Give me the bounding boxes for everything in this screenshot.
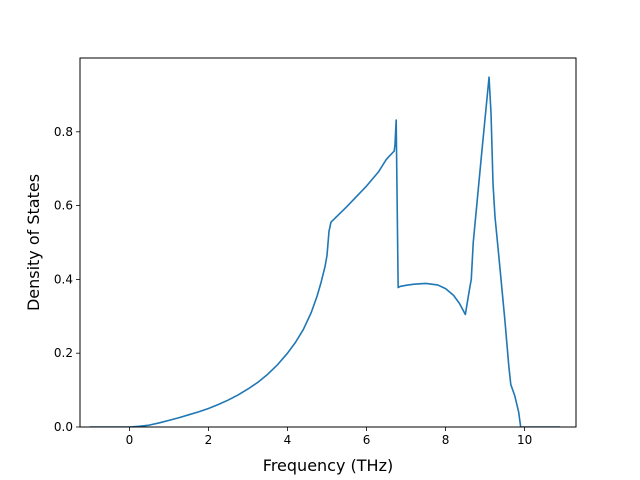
x-tick-label: 8 — [442, 433, 450, 447]
x-tick-label: 10 — [517, 433, 532, 447]
y-tick-label: 0.8 — [54, 125, 73, 139]
y-tick-label: 0.4 — [54, 272, 73, 286]
x-tick-label: 4 — [284, 433, 292, 447]
axes-frame — [79, 57, 577, 428]
x-tick-label: 0 — [126, 433, 134, 447]
y-axis-ticks: 0.0 0.2 0.4 0.6 0.8 — [54, 125, 80, 434]
x-tick-label: 6 — [363, 433, 371, 447]
y-tick-label: 0.6 — [54, 199, 73, 213]
y-tick-label: 0.2 — [54, 346, 73, 360]
y-axis-label: Density of States — [24, 174, 43, 311]
plot-area — [89, 76, 561, 427]
dos-series-line — [89, 76, 561, 427]
x-tick-label: 2 — [205, 433, 213, 447]
y-tick-label: 0.0 — [54, 420, 73, 434]
x-axis-label: Frequency (THz) — [263, 456, 393, 475]
x-axis-ticks: 0 2 4 6 8 10 — [126, 427, 532, 447]
